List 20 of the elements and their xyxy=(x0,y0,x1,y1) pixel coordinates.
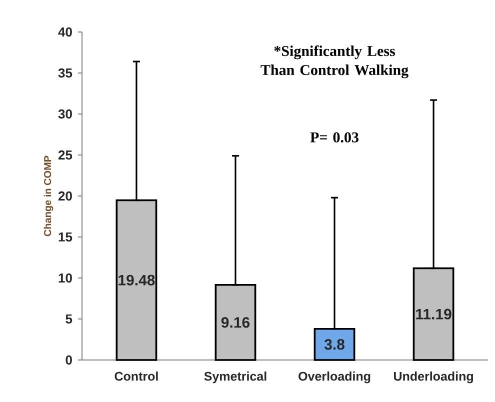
x-tick-label: Control xyxy=(114,372,158,381)
data-label: 9.16 xyxy=(221,317,250,328)
y-tick-label: 15 xyxy=(58,232,72,242)
y-tick-label: 35 xyxy=(58,68,72,78)
y-tick-label: 0 xyxy=(66,355,72,365)
x-tick-label: Symetrical xyxy=(204,372,266,384)
x-tick-label: Overloading xyxy=(298,372,370,384)
y-axis-title: Change in COMP xyxy=(44,156,54,236)
y-tick-label: 20 xyxy=(58,191,72,201)
y-tick-label: 40 xyxy=(58,27,72,37)
data-label: 11.19 xyxy=(416,308,452,320)
data-label: 3.8 xyxy=(324,339,344,350)
data-label: 19.48 xyxy=(118,274,155,286)
y-tick-label: 25 xyxy=(58,150,72,160)
x-tick-label: Underloading xyxy=(394,372,473,384)
y-tick-label: 5 xyxy=(66,314,72,324)
y-tick-label: 30 xyxy=(58,109,72,119)
annotation: *Significantly Less Than Control Walking xyxy=(260,45,408,78)
annotation: P= 0.03 xyxy=(310,132,358,142)
y-tick-label: 10 xyxy=(58,273,72,283)
